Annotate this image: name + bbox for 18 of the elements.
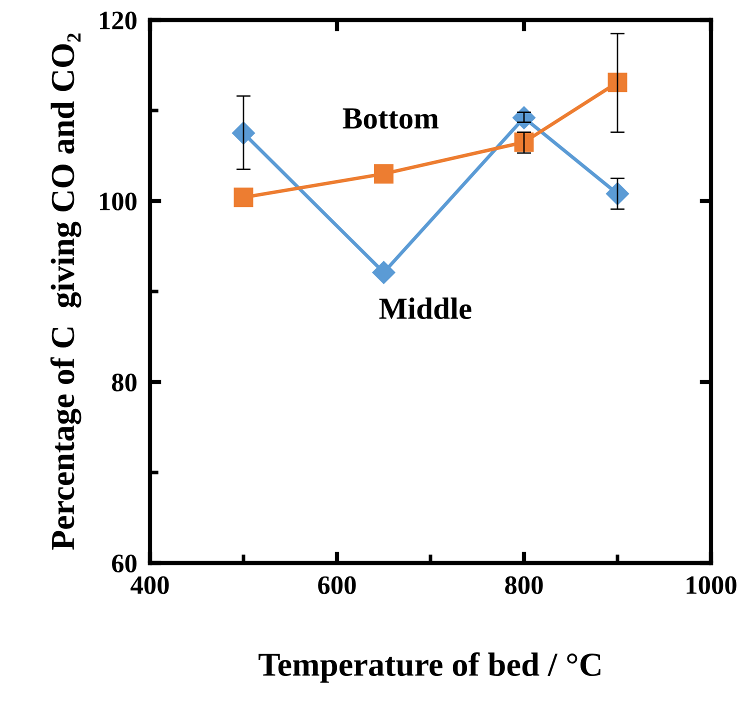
y-tick-label: 120 xyxy=(100,12,136,30)
y-axis-title: Percentage of C giving CO and CO₂ xyxy=(50,34,82,550)
point xyxy=(372,260,396,284)
x-tick-label: 600 xyxy=(318,576,356,594)
x-tick-label: 1000 xyxy=(686,576,736,594)
x-axis-title: Temperature of bed / °C xyxy=(258,652,600,683)
series-label: Middle xyxy=(379,298,472,320)
point xyxy=(232,122,255,145)
x-tick-label: 400 xyxy=(130,576,169,594)
x-tick-label: 800 xyxy=(505,576,543,594)
point xyxy=(608,72,628,92)
point xyxy=(234,188,254,208)
y-tick-label: 60 xyxy=(112,554,136,572)
point xyxy=(374,164,394,184)
y-tick-label: 80 xyxy=(112,374,136,392)
y-tick-label: 100 xyxy=(100,192,136,210)
point xyxy=(606,182,629,206)
series-label: Bottom xyxy=(342,108,439,129)
